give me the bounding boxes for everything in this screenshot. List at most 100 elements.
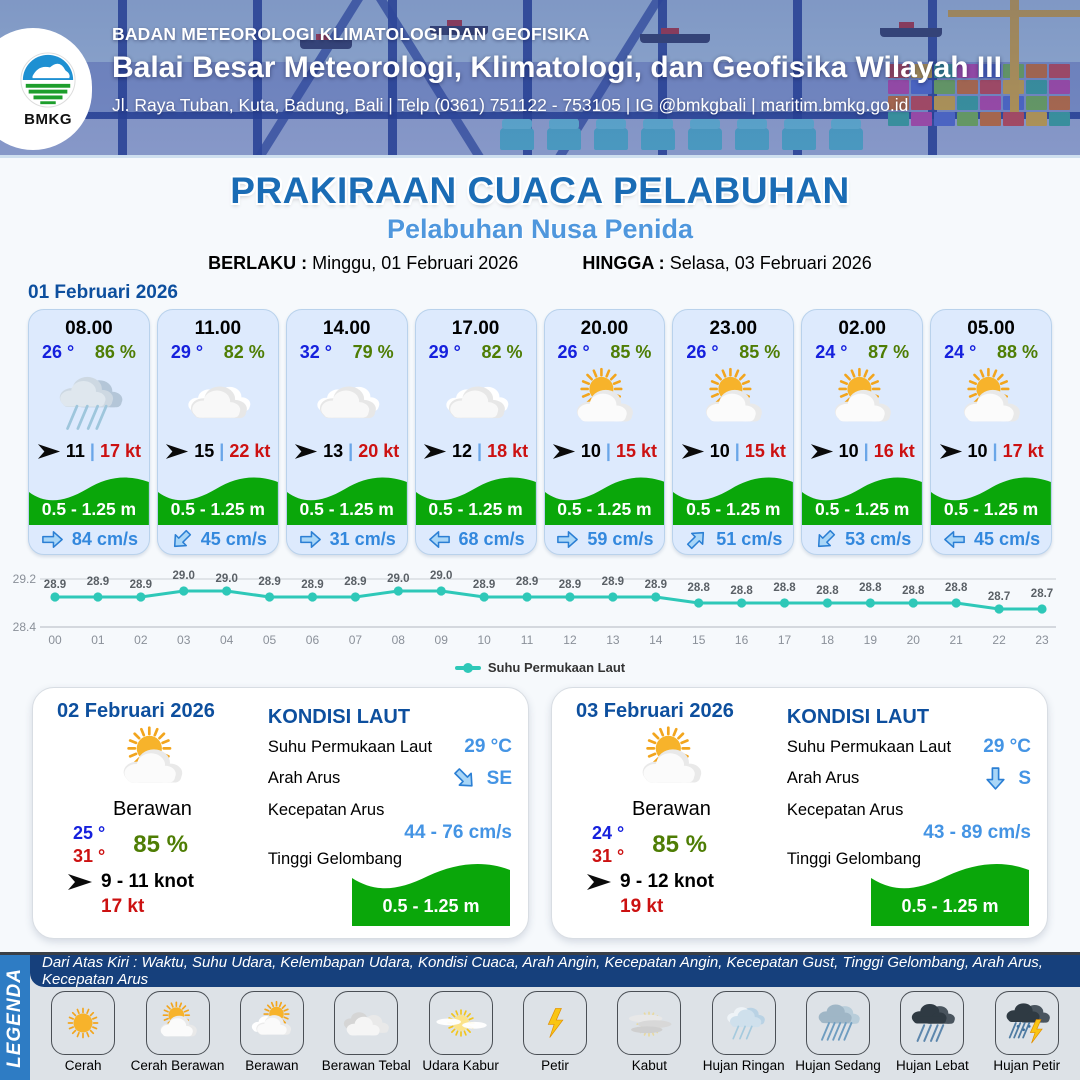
legend-title: LEGENDA bbox=[4, 967, 25, 1068]
wind-speed-value: 13 bbox=[323, 440, 344, 461]
weather-icon bbox=[46, 364, 132, 438]
current-speed-value: 51 cm/s bbox=[716, 529, 783, 549]
legend-item-icon bbox=[711, 991, 776, 1055]
wind-speed-value: 11 bbox=[65, 440, 85, 461]
legend-item-icon bbox=[145, 991, 210, 1055]
wave-height-value: 0.5 - 1.25 m bbox=[41, 499, 137, 519]
humidity-value: 85 % bbox=[739, 342, 781, 362]
svg-text:28.9: 28.9 bbox=[258, 576, 280, 588]
daily-date: 02 Februari 2026 bbox=[57, 700, 215, 722]
wind-direction-icon bbox=[681, 443, 704, 459]
temperature-value: 29 ° bbox=[428, 342, 461, 362]
svg-text:28.9: 28.9 bbox=[301, 579, 323, 591]
wind-direction-icon bbox=[295, 443, 318, 459]
legend-item-icon bbox=[900, 991, 965, 1055]
legend-item: Kabut bbox=[603, 991, 695, 1073]
temperature-value: 32 ° bbox=[299, 342, 332, 362]
forecast-card: 08.00 26 ° 86 % 11 | 17 kt 0.5 - 1.25 m bbox=[28, 309, 150, 555]
wave-height-band: 0.5 - 1.25 m bbox=[352, 852, 510, 926]
daily-wind-range: 9 - 11 knot bbox=[101, 871, 194, 892]
temperature-value: 24 ° bbox=[815, 342, 848, 362]
svg-text:08: 08 bbox=[392, 633, 406, 647]
wind-separator: | bbox=[89, 440, 95, 461]
weather-icon bbox=[819, 364, 905, 438]
current-direction-icon bbox=[687, 531, 705, 550]
time-label: 20.00 bbox=[580, 318, 629, 339]
current-direction-value: S bbox=[1018, 767, 1031, 789]
chart-legend-label: Suhu Permukaan Laut bbox=[487, 660, 626, 675]
humidity-value: 82 % bbox=[223, 342, 265, 362]
svg-text:28.8: 28.8 bbox=[773, 582, 796, 594]
daily-gust-value: 19 kt bbox=[620, 896, 664, 917]
daily-card: 03 Februari 2026 Berawan 24 ° 31 ° 85 % … bbox=[551, 687, 1048, 939]
weather-icon bbox=[175, 364, 261, 438]
berlaku-value: Minggu, 01 Februari 2026 bbox=[312, 253, 519, 273]
current-speed-label: Kecepatan Arus bbox=[267, 801, 385, 819]
daily-wind-range: 9 - 12 knot bbox=[620, 871, 714, 892]
wave-height-label: Tinggi Gelombang bbox=[267, 850, 403, 868]
daily-weather-icon bbox=[102, 725, 202, 797]
time-label: 14.00 bbox=[322, 318, 371, 339]
wave-height-band: 0.5 - 1.25 m bbox=[29, 467, 149, 525]
svg-text:29.2: 29.2 bbox=[13, 572, 37, 586]
sea-conditions-title: KONDISI LAUT bbox=[267, 706, 411, 728]
chart-legend-marker bbox=[454, 662, 481, 673]
svg-text:28.9: 28.9 bbox=[87, 576, 109, 588]
condition-label: Berawan bbox=[112, 798, 192, 820]
svg-text:01: 01 bbox=[91, 633, 105, 647]
address-line: Jl. Raya Tuban, Kuta, Badung, Bali | Tel… bbox=[112, 95, 909, 115]
wave-height-value: 0.5 - 1.25 m bbox=[299, 499, 394, 519]
weather-icon bbox=[561, 364, 647, 438]
weather-icon bbox=[690, 364, 776, 438]
time-label: 05.00 bbox=[967, 318, 1015, 339]
wind-gust-value: 20 kt bbox=[358, 440, 400, 461]
legend-item-label: Hujan Sedang bbox=[795, 1058, 881, 1073]
svg-text:13: 13 bbox=[606, 633, 620, 647]
svg-text:20: 20 bbox=[907, 633, 921, 647]
legend-description: Dari Atas Kiri : Waktu, Suhu Udara, Kele… bbox=[30, 954, 1080, 988]
legend-item-label: Cerah bbox=[64, 1058, 102, 1073]
humidity-value: 82 % bbox=[481, 342, 523, 362]
svg-text:29.0: 29.0 bbox=[430, 570, 452, 582]
wave-height-value: 0.5 - 1.25 m bbox=[428, 499, 523, 519]
daily-card: 02 Februari 2026 Berawan 25 ° 31 ° 85 % … bbox=[32, 687, 529, 939]
svg-text:28.7: 28.7 bbox=[988, 591, 1010, 603]
current-speed-value: 31 cm/s bbox=[329, 529, 396, 549]
legend-item: Cerah bbox=[37, 991, 129, 1073]
page-title: PRAKIRAAN CUACA PELABUHAN bbox=[230, 170, 850, 211]
svg-text:18: 18 bbox=[821, 633, 835, 647]
temp-min-value: 25 ° bbox=[73, 823, 106, 843]
legend-item-label: Cerah Berawan bbox=[130, 1058, 225, 1073]
forecast-card: 11.00 29 ° 82 % 15 | 22 kt 0.5 - 1.25 m bbox=[156, 309, 279, 555]
legend-item-icon bbox=[334, 991, 399, 1055]
wave-height-value: 0.5 - 1.25 m bbox=[686, 499, 781, 519]
wave-shape bbox=[871, 864, 1029, 926]
current-speed-label: Kecepatan Arus bbox=[786, 801, 904, 819]
wind-gust-value: 15 kt bbox=[744, 440, 786, 461]
humidity-value: 79 % bbox=[352, 342, 394, 362]
wind-gust-value: 17 kt bbox=[1002, 440, 1044, 461]
wind-gust-value: 16 kt bbox=[873, 440, 915, 461]
current-speed-value: 45 cm/s bbox=[974, 529, 1041, 549]
wind-direction-icon bbox=[166, 443, 189, 459]
wave-height-band: 0.5 - 1.25 m bbox=[871, 852, 1029, 926]
current-speed-value: 44 - 76 cm/s bbox=[404, 822, 512, 843]
svg-text:00: 00 bbox=[48, 633, 62, 647]
current-speed-value: 68 cm/s bbox=[458, 529, 525, 549]
wave-height-value: 0.5 - 1.25 m bbox=[943, 499, 1039, 519]
bmkg-logo: BMKG bbox=[0, 28, 92, 150]
wind-direction-icon bbox=[552, 443, 575, 459]
wind-direction-icon bbox=[810, 443, 833, 459]
daily-weather-icon bbox=[621, 725, 721, 797]
wave-shape bbox=[286, 477, 407, 525]
wave-height-band: 0.5 - 1.25 m bbox=[802, 467, 923, 525]
daily-humidity-value: 85 % bbox=[652, 831, 707, 858]
forecast-card: 23.00 26 ° 85 % 10 | 15 kt 0.5 - 1.25 m … bbox=[672, 309, 795, 555]
wind-separator: | bbox=[348, 440, 354, 461]
temperature-value: 24 ° bbox=[944, 342, 977, 362]
svg-text:29.0: 29.0 bbox=[387, 573, 409, 585]
validity-line: BERLAKU : Minggu, 01 Februari 2026 HINGG… bbox=[0, 253, 1080, 274]
legend-item-label: Udara Kabur bbox=[422, 1058, 499, 1073]
svg-text:12: 12 bbox=[563, 633, 577, 647]
svg-text:09: 09 bbox=[435, 633, 449, 647]
